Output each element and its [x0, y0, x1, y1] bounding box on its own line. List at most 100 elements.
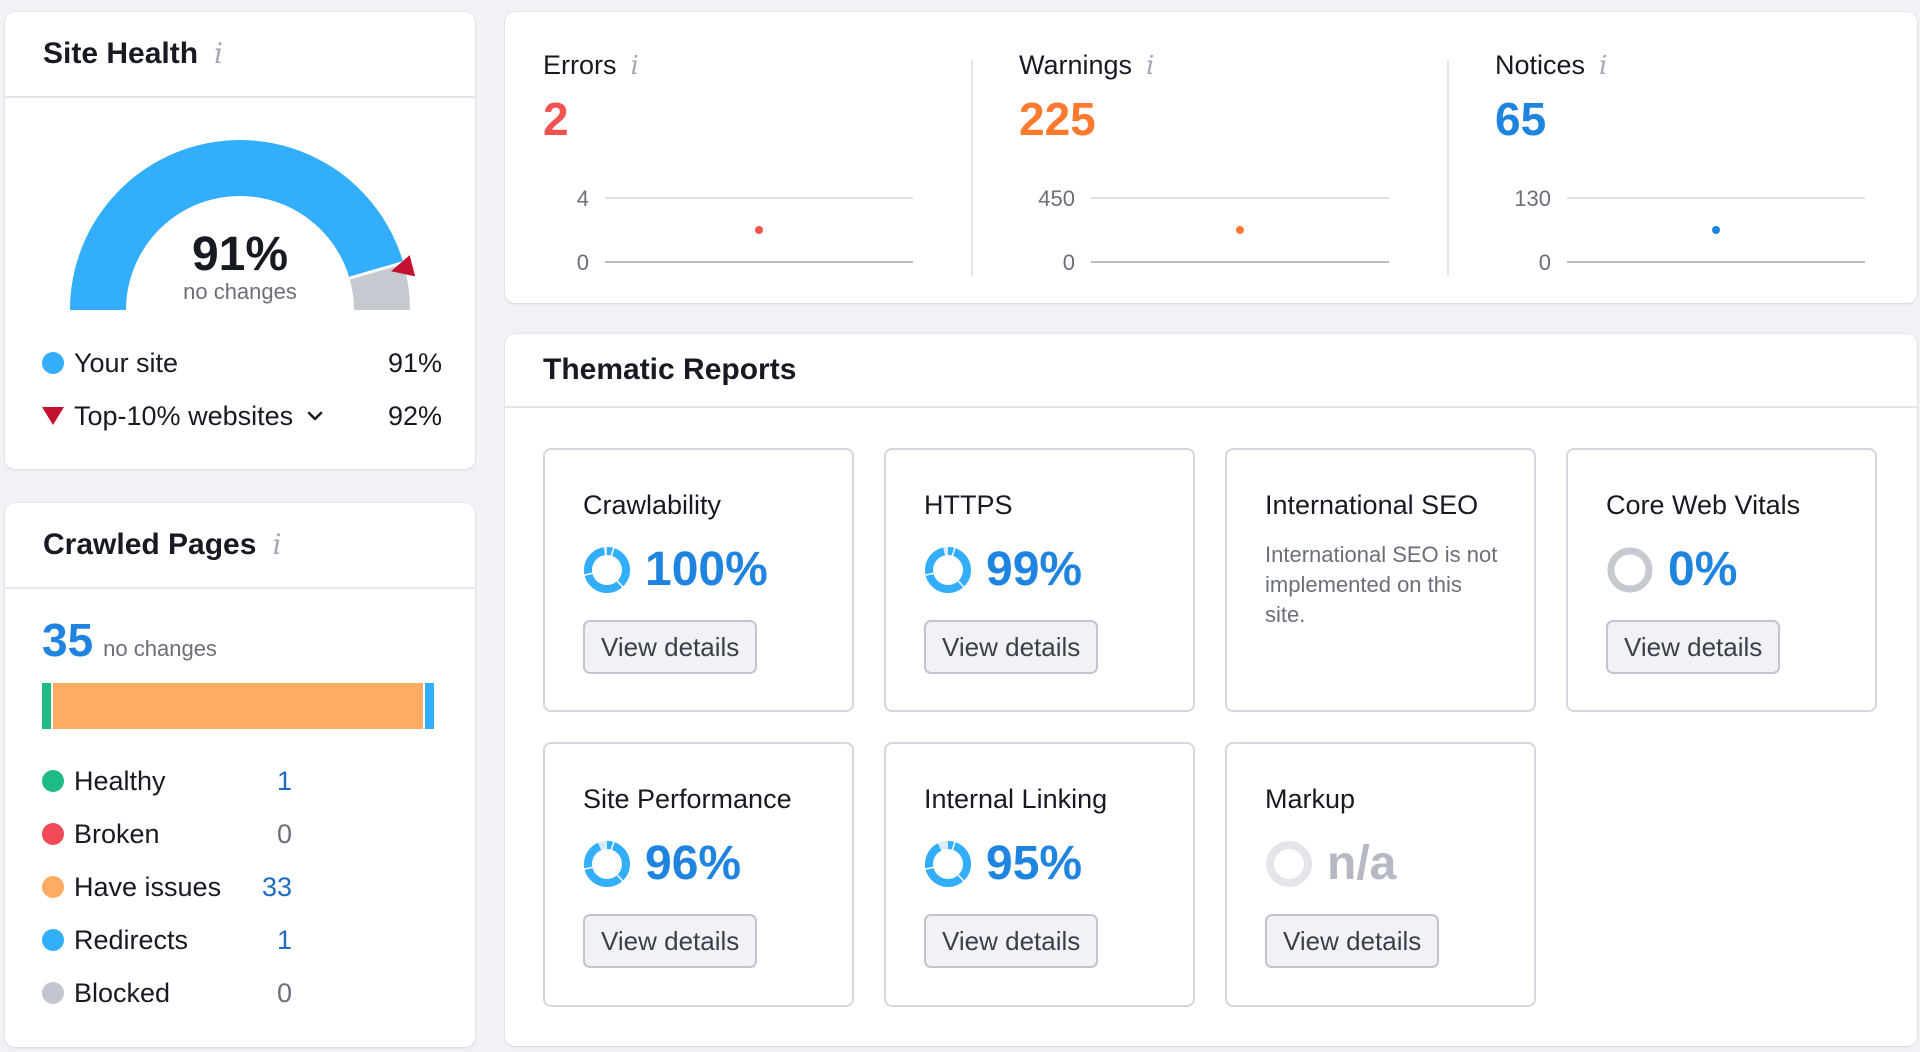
crawl-legend-value[interactable]: 1: [276, 765, 292, 796]
thematic-reports-header: Thematic Reports: [505, 334, 1917, 408]
info-icon[interactable]: i: [1146, 50, 1155, 81]
notices-label-row: Notices i: [1495, 50, 1607, 81]
errors-label: Errors: [543, 50, 617, 80]
data-point[interactable]: [1236, 226, 1244, 234]
bar-segment-healthy[interactable]: [42, 683, 52, 729]
crawl-legend-value: 0: [276, 977, 292, 1008]
report-name: Site Performance: [583, 784, 792, 814]
report-score: 96%: [583, 836, 741, 891]
legend-value: 92%: [387, 400, 442, 431]
top10-marker-icon: [391, 255, 416, 277]
gauge-change-text: no changes: [183, 279, 297, 304]
view-details-button[interactable]: View details: [924, 914, 1099, 968]
report-score: 95%: [924, 836, 1082, 891]
crawled-count: 35 no changes: [42, 613, 217, 667]
axis-tick-max: 130: [1514, 186, 1551, 211]
report-percent: 100%: [645, 543, 768, 596]
report-score: 99%: [924, 542, 1082, 597]
your-site-dot-icon: [42, 352, 64, 374]
info-icon[interactable]: i: [1599, 50, 1608, 81]
axis-tick-min: 0: [577, 250, 589, 275]
site-health-title: Site Health: [43, 37, 199, 70]
gauge-chart: [70, 139, 416, 310]
warnings-trend-chart: 450 0: [1038, 186, 1389, 275]
report-score: n/a: [1265, 836, 1396, 891]
legend-top10[interactable]: Top-10% websites 92%: [42, 396, 442, 436]
crawl-legend-label: Have issues: [74, 871, 222, 902]
axis-tick-min: 0: [1063, 250, 1075, 275]
crawled-pages-header: Crawled Pages i: [5, 503, 475, 589]
report-card-internal-linking: Internal Linking 95% View details: [884, 742, 1195, 1007]
view-details-button[interactable]: View details: [1606, 620, 1781, 674]
site-health-header: Site Health i: [5, 12, 475, 98]
report-card-site-performance: Site Performance 96% View details: [543, 742, 854, 1007]
warnings-panel: Warnings i 225 450 0: [981, 12, 1451, 303]
axis-tick-min: 0: [1539, 250, 1551, 275]
report-name: International SEO: [1265, 490, 1479, 520]
crawl-legend-value[interactable]: 33: [262, 871, 293, 902]
thematic-reports-title: Thematic Reports: [543, 353, 797, 386]
data-point[interactable]: [1712, 226, 1720, 234]
bar-segment-have-issues[interactable]: [53, 683, 423, 729]
crawl-legend-label: Healthy: [74, 765, 166, 796]
crawled-pages-title: Crawled Pages: [43, 528, 257, 561]
errors-label-row: Errors i: [543, 50, 639, 81]
report-name: Crawlability: [583, 490, 722, 520]
report-percent: 95%: [986, 837, 1083, 890]
crawl-legend-redirects[interactable]: Redirects 1: [42, 920, 292, 960]
errors-trend-chart: 40: [577, 186, 913, 275]
status-dot-icon: [42, 876, 64, 898]
notices-panel: Notices i 65 130 0: [1457, 12, 1920, 303]
report-name: Markup: [1265, 784, 1356, 814]
crawled-pages-bar[interactable]: [42, 683, 436, 729]
site-health-gauge: 91% no changes: [5, 122, 475, 322]
crawl-legend-broken[interactable]: Broken 0: [42, 814, 292, 854]
info-icon[interactable]: i: [214, 37, 224, 70]
warnings-label: Warnings: [1019, 50, 1133, 80]
crawl-legend-value[interactable]: 1: [276, 924, 292, 955]
axis-tick-max: 450: [1038, 186, 1075, 211]
progress-ring-icon: [924, 840, 971, 887]
errors-count[interactable]: 2: [543, 93, 569, 145]
crawl-legend-label: Redirects: [74, 924, 189, 955]
notices-count[interactable]: 65: [1495, 93, 1547, 145]
bar-segment-redirects[interactable]: [424, 683, 434, 729]
report-name: Core Web Vitals: [1606, 490, 1801, 520]
report-name: Internal Linking: [924, 784, 1108, 814]
gauge-value: 91%: [191, 228, 289, 281]
crawl-legend-label: Blocked: [74, 977, 171, 1008]
view-details-button[interactable]: View details: [1265, 914, 1440, 968]
progress-ring-icon: [1607, 547, 1653, 592]
report-percent: 0%: [1668, 543, 1738, 596]
view-details-button[interactable]: View details: [583, 620, 758, 674]
report-description: International SEO is not implemented on …: [1265, 542, 1498, 627]
crawled-pages-card: Crawled Pages i 35 no changes Healthy 1 Br…: [5, 503, 475, 1047]
crawl-legend-blocked[interactable]: Blocked 0: [42, 973, 292, 1013]
thematic-reports-card: Thematic Reports Crawlability 100% View de…: [505, 334, 1917, 1046]
status-dot-icon: [42, 770, 64, 792]
data-point[interactable]: [755, 226, 763, 234]
info-icon[interactable]: i: [272, 528, 282, 561]
report-card-markup: Markup n/a View details: [1225, 742, 1536, 1007]
gauge-score-arc: [70, 139, 404, 310]
info-icon[interactable]: i: [630, 50, 639, 81]
status-dot-icon: [42, 823, 64, 845]
warnings-count[interactable]: 225: [1019, 93, 1096, 145]
crawled-pages-count[interactable]: 35: [42, 614, 94, 666]
report-card-international-seo: International SEO International SEO is no…: [1225, 448, 1536, 712]
report-card-crawlability: Crawlability 100% View details: [543, 448, 854, 712]
crawl-legend-healthy[interactable]: Healthy 1: [42, 761, 292, 801]
divider: [971, 60, 973, 276]
progress-ring-icon: [1266, 840, 1312, 887]
warnings-label-row: Warnings i: [1019, 50, 1154, 81]
view-details-button[interactable]: View details: [924, 620, 1099, 674]
crawled-change-text: no changes: [103, 636, 217, 661]
legend-value: 91%: [387, 347, 442, 378]
report-score: 100%: [583, 542, 768, 597]
crawl-legend-have-issues[interactable]: Have issues 33: [42, 867, 292, 907]
status-dot-icon: [42, 982, 64, 1004]
chevron-down-icon[interactable]: [307, 408, 323, 424]
view-details-button[interactable]: View details: [583, 914, 758, 968]
